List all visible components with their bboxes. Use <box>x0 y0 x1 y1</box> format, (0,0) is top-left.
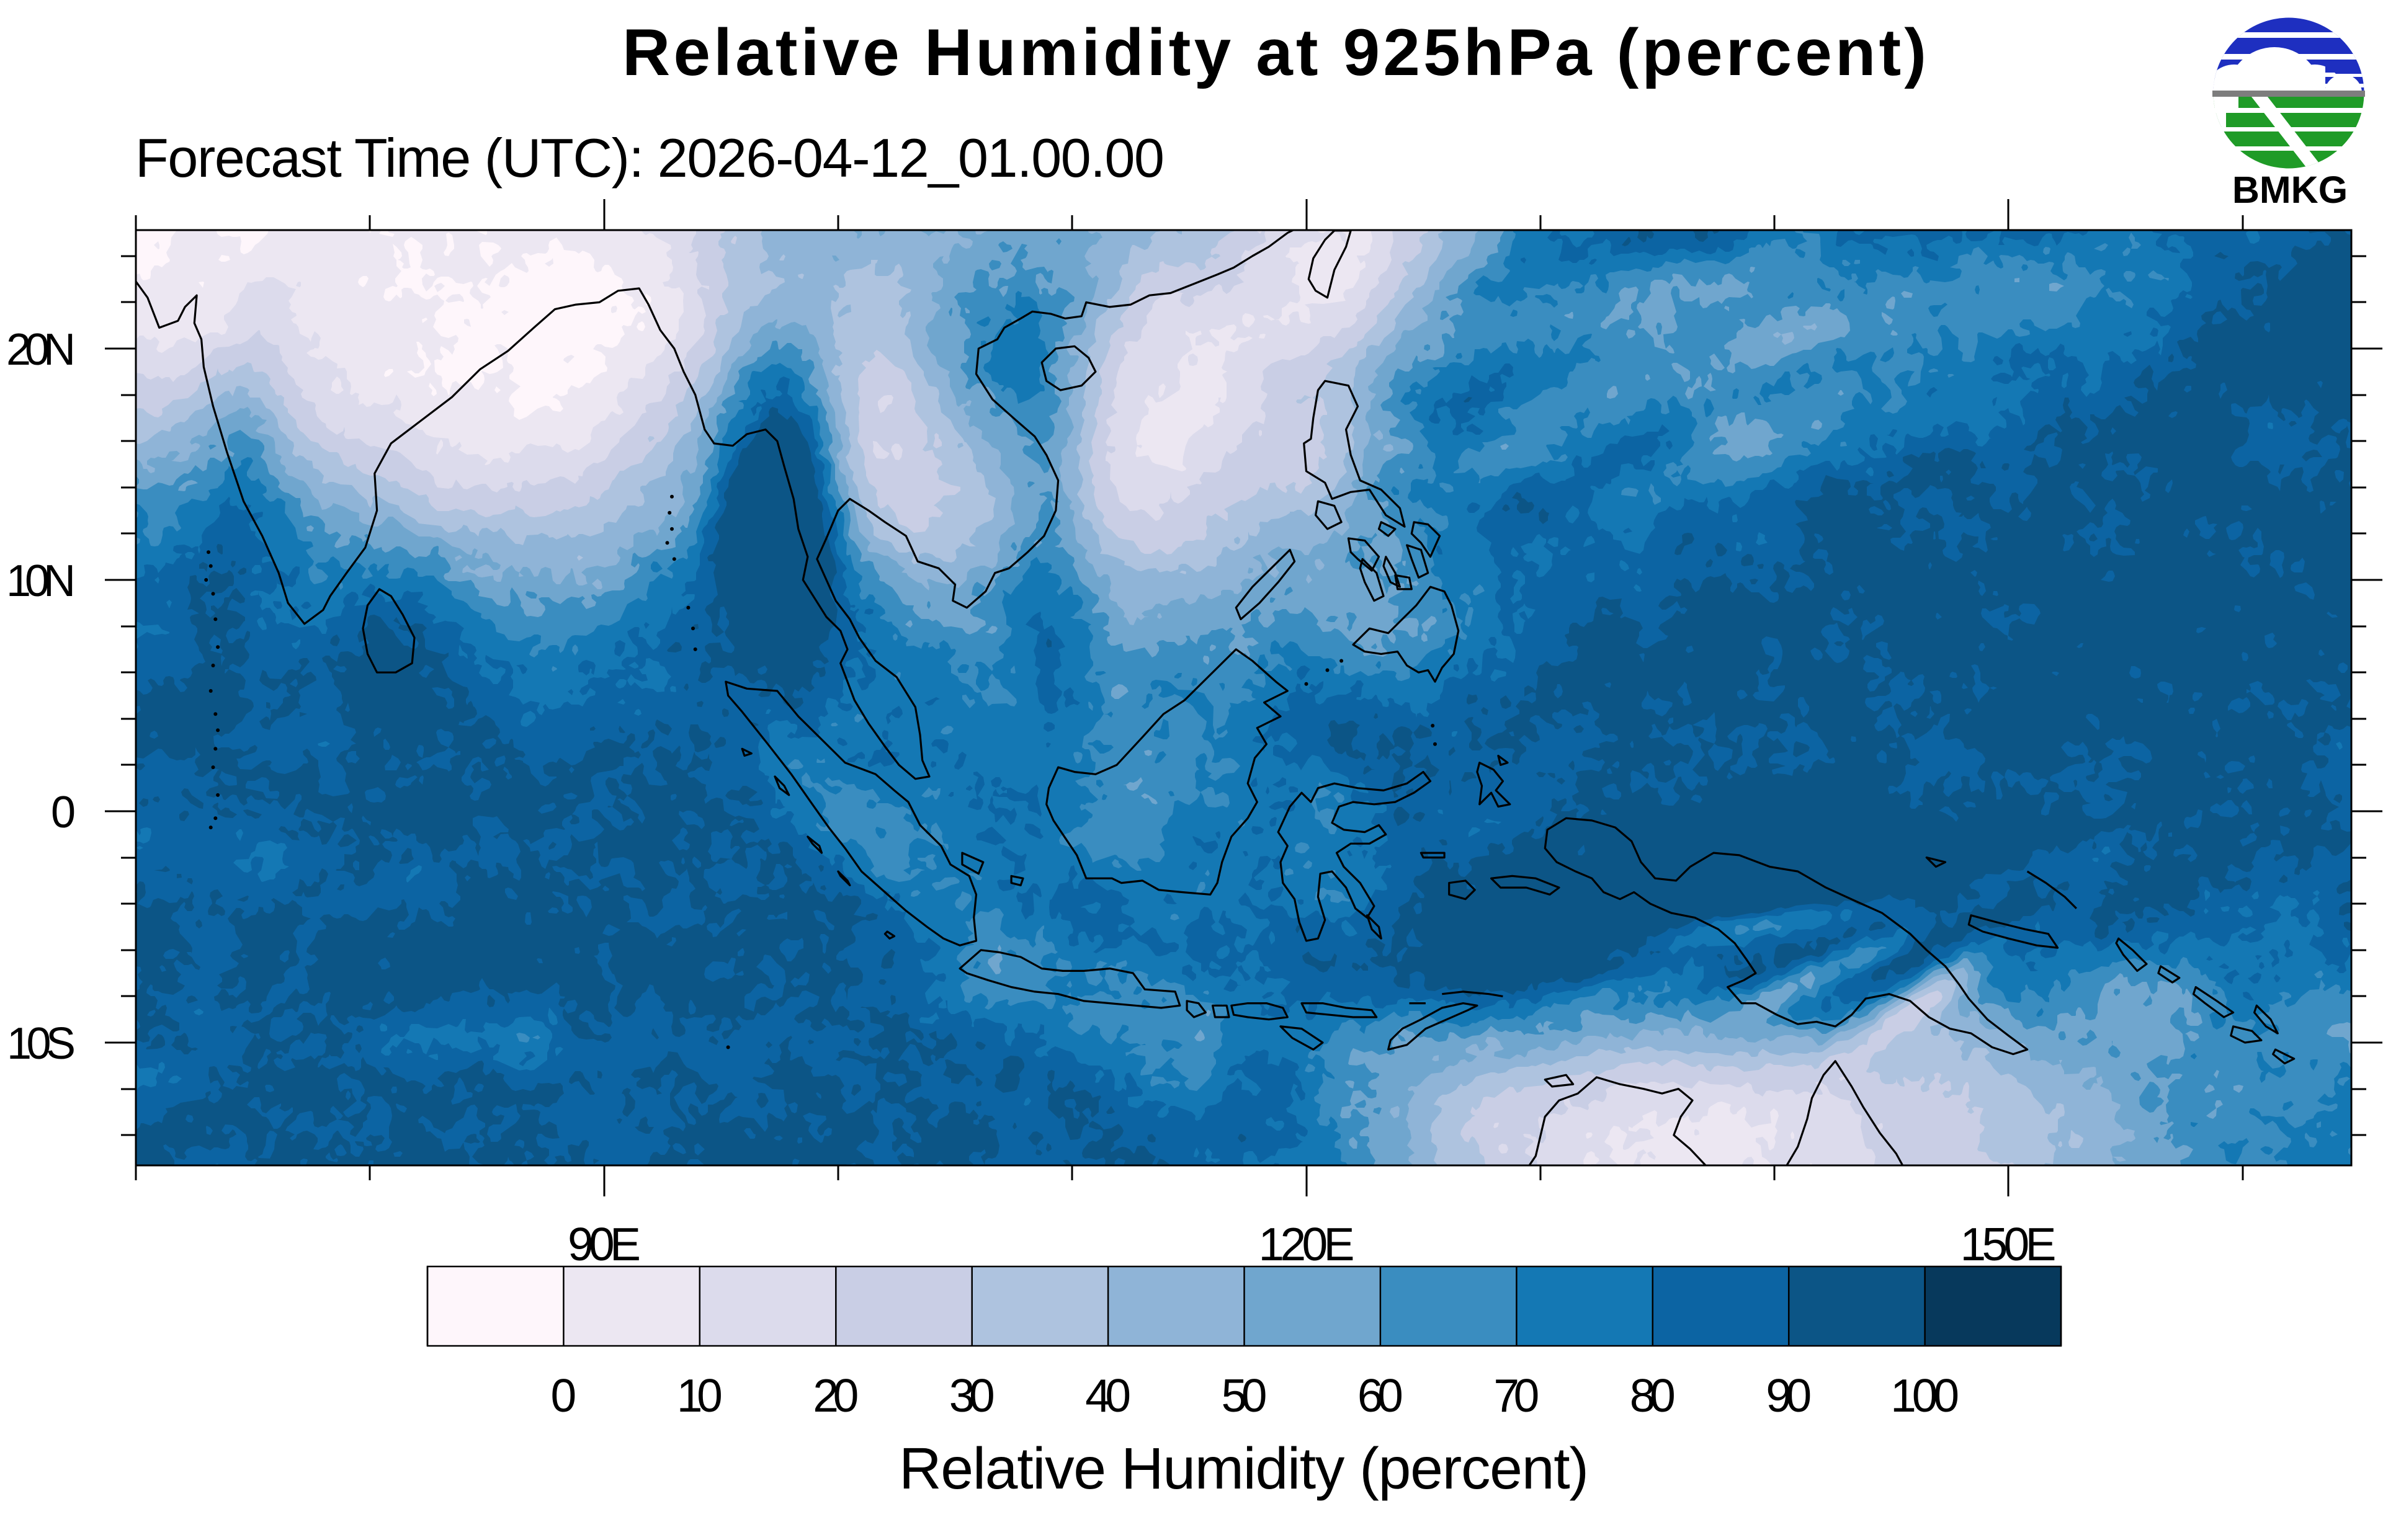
svg-text:80: 80 <box>1630 1369 1676 1422</box>
svg-text:10N: 10N <box>6 556 76 606</box>
svg-text:0: 0 <box>551 1369 577 1422</box>
svg-text:30: 30 <box>949 1369 995 1422</box>
svg-text:0: 0 <box>51 788 76 837</box>
svg-text:40: 40 <box>1085 1369 1131 1422</box>
svg-text:Relative Humidity (percent): Relative Humidity (percent) <box>899 1436 1589 1502</box>
svg-text:90E: 90E <box>568 1218 641 1270</box>
svg-text:70: 70 <box>1493 1369 1539 1422</box>
svg-text:90: 90 <box>1766 1369 1812 1422</box>
svg-text:10S: 10S <box>7 1019 76 1069</box>
svg-text:20N: 20N <box>6 325 76 375</box>
svg-text:Forecast Time (UTC): 2026-04-1: Forecast Time (UTC): 2026-04-12_01.00.00 <box>135 127 1165 189</box>
svg-text:20: 20 <box>813 1369 859 1422</box>
svg-text:BMKG: BMKG <box>2232 169 2348 211</box>
svg-text:60: 60 <box>1357 1369 1403 1422</box>
svg-text:Relative Humidity at 925hPa (p: Relative Humidity at 925hPa (percent) <box>622 15 1926 89</box>
svg-text:100: 100 <box>1890 1369 1959 1422</box>
svg-text:10: 10 <box>677 1369 723 1422</box>
svg-text:50: 50 <box>1222 1369 1268 1422</box>
svg-text:120E: 120E <box>1259 1218 1355 1270</box>
svg-text:150E: 150E <box>1960 1218 2057 1270</box>
